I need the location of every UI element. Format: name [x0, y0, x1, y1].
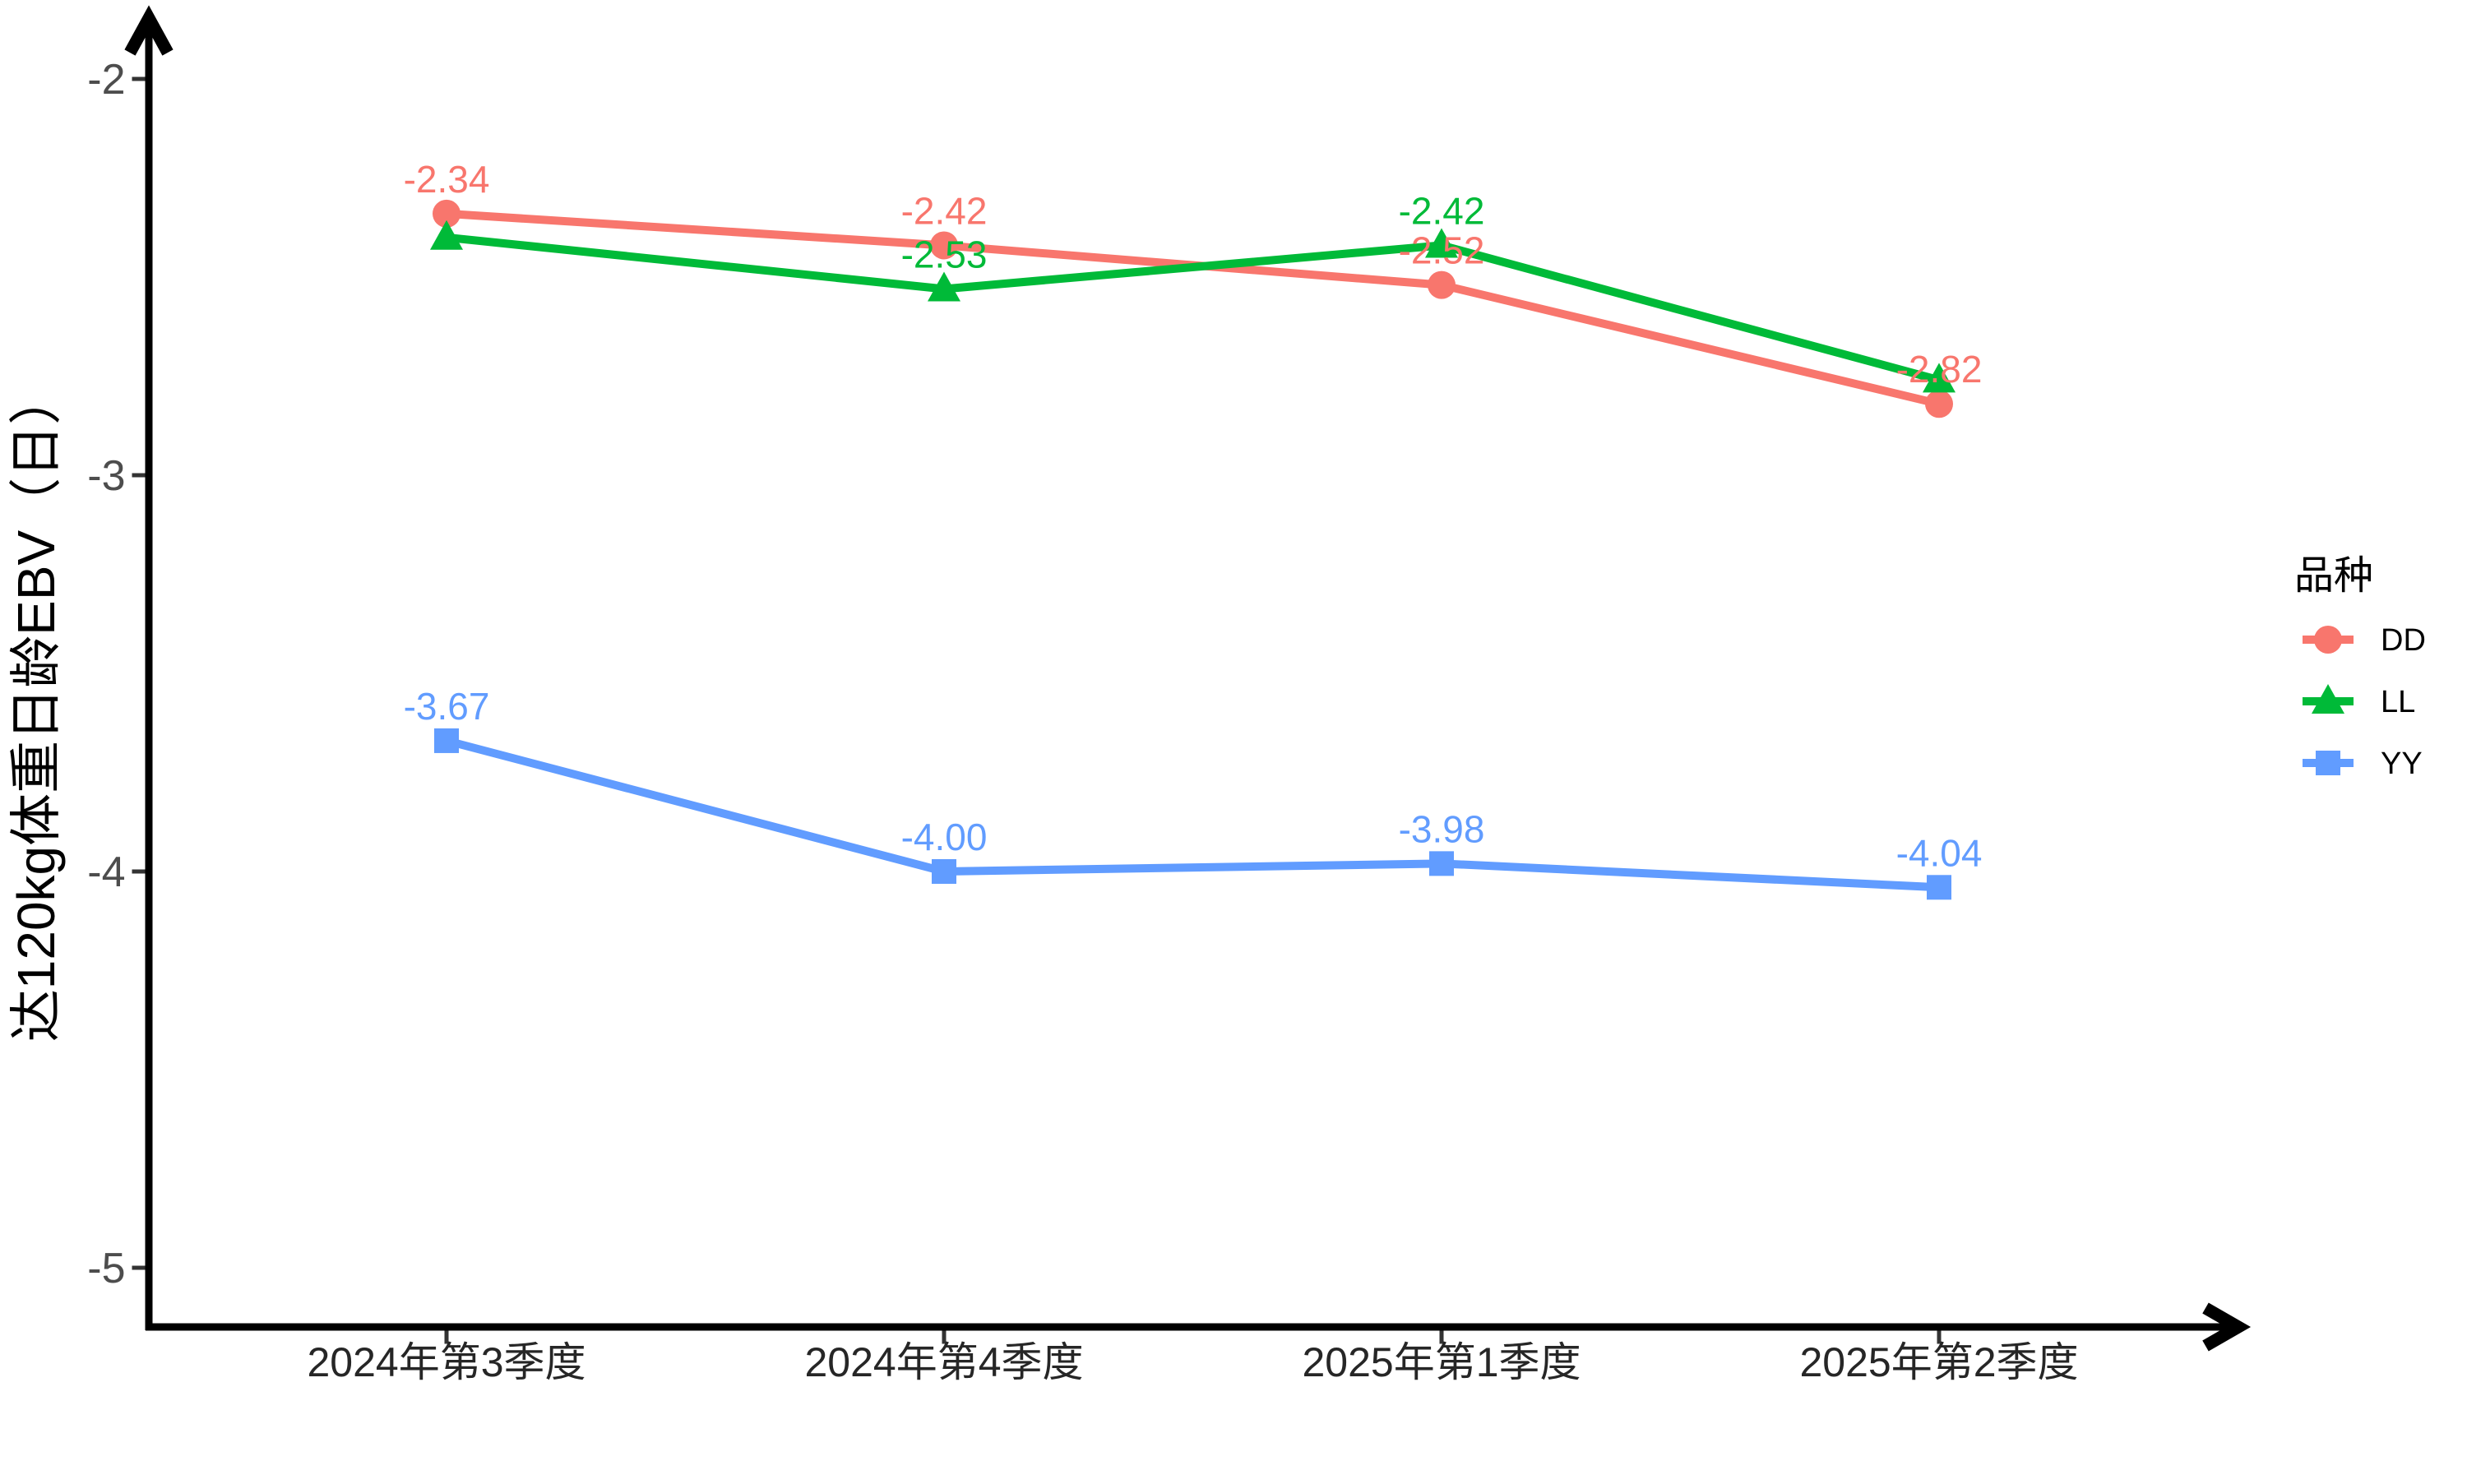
y-axis-tick-label: -3	[87, 452, 125, 500]
legend: DD LL YY	[2303, 623, 2426, 781]
legend-title: 品种	[2294, 554, 2373, 598]
x-axis-arrow-icon	[2202, 1302, 2252, 1352]
legend-entry-label: DD	[2381, 623, 2426, 658]
data-point-label-yy: -3.98	[1399, 807, 1485, 850]
series-line-yy	[445, 737, 1940, 892]
data-point-marker-yy	[1927, 875, 1951, 900]
legend-entry-label: LL	[2381, 685, 2415, 719]
data-point-label-dd: -2.34	[404, 158, 490, 201]
data-point-label-ll: -2.53	[901, 233, 988, 275]
y-axis-tick-label: -5	[87, 1245, 125, 1292]
data-point-marker-ll	[1923, 363, 1956, 393]
data-point-label-yy: -4.04	[1896, 831, 1983, 874]
y-axis-tick-label: -2	[87, 56, 125, 104]
x-axis-tick-label: 2025年第2季度	[1799, 1339, 2078, 1385]
data-point-marker-yy	[932, 859, 956, 884]
y-axis-arrow-icon	[124, 5, 174, 56]
data-point-marker-dd	[433, 199, 461, 228]
legend-entry-dd: DD	[2303, 623, 2426, 658]
data-point-marker-dd	[1428, 270, 1456, 299]
data-point-marker-ll	[430, 220, 463, 250]
data-point-marker-dd	[930, 231, 958, 260]
legend-entry-ll: LL	[2303, 684, 2415, 719]
data-point-label-dd: -2.42	[901, 189, 988, 232]
series-line-ll	[446, 233, 1941, 385]
x-axis-tick-label: 2024年第4季度	[804, 1339, 1083, 1385]
x-axis-tick-label: 2024年第3季度	[307, 1339, 586, 1385]
data-point-label-dd: -2.52	[1399, 229, 1485, 272]
data-point-marker-ll	[1425, 228, 1458, 258]
data-point-marker-yy	[434, 728, 459, 753]
legend-key-marker	[2314, 626, 2342, 654]
data-point-label-dd: -2.82	[1896, 348, 1983, 391]
series-line-dd	[446, 209, 1941, 409]
legend-key-marker	[2312, 684, 2344, 714]
series-layer	[430, 199, 1956, 900]
y-axis-title: 达120kg体重日龄EBV（日）	[7, 372, 66, 1042]
data-point-label-yy: -3.67	[404, 685, 490, 728]
y-axis-tick-label: -4	[87, 848, 125, 896]
data-point-label-yy: -4.00	[901, 816, 988, 858]
axes-layer: -2 -3 -4 -5 2024年第3季度 2024年第4季度 2025年第1季度 2025年…	[87, 5, 2252, 1385]
legend-key-marker	[2316, 751, 2340, 775]
data-point-label-ll: -2.42	[1399, 189, 1485, 232]
data-point-marker-yy	[1429, 851, 1454, 876]
legend-entry-label: YY	[2381, 747, 2423, 781]
data-label-layer: -2.34-2.42-2.52-2.82-2.53-2.42-3.67-4.00…	[404, 158, 1983, 874]
legend-entry-yy: YY	[2303, 747, 2423, 781]
data-point-marker-dd	[1925, 390, 1953, 418]
data-point-marker-ll	[928, 271, 960, 302]
x-axis-tick-label: 2025年第1季度	[1302, 1339, 1581, 1385]
